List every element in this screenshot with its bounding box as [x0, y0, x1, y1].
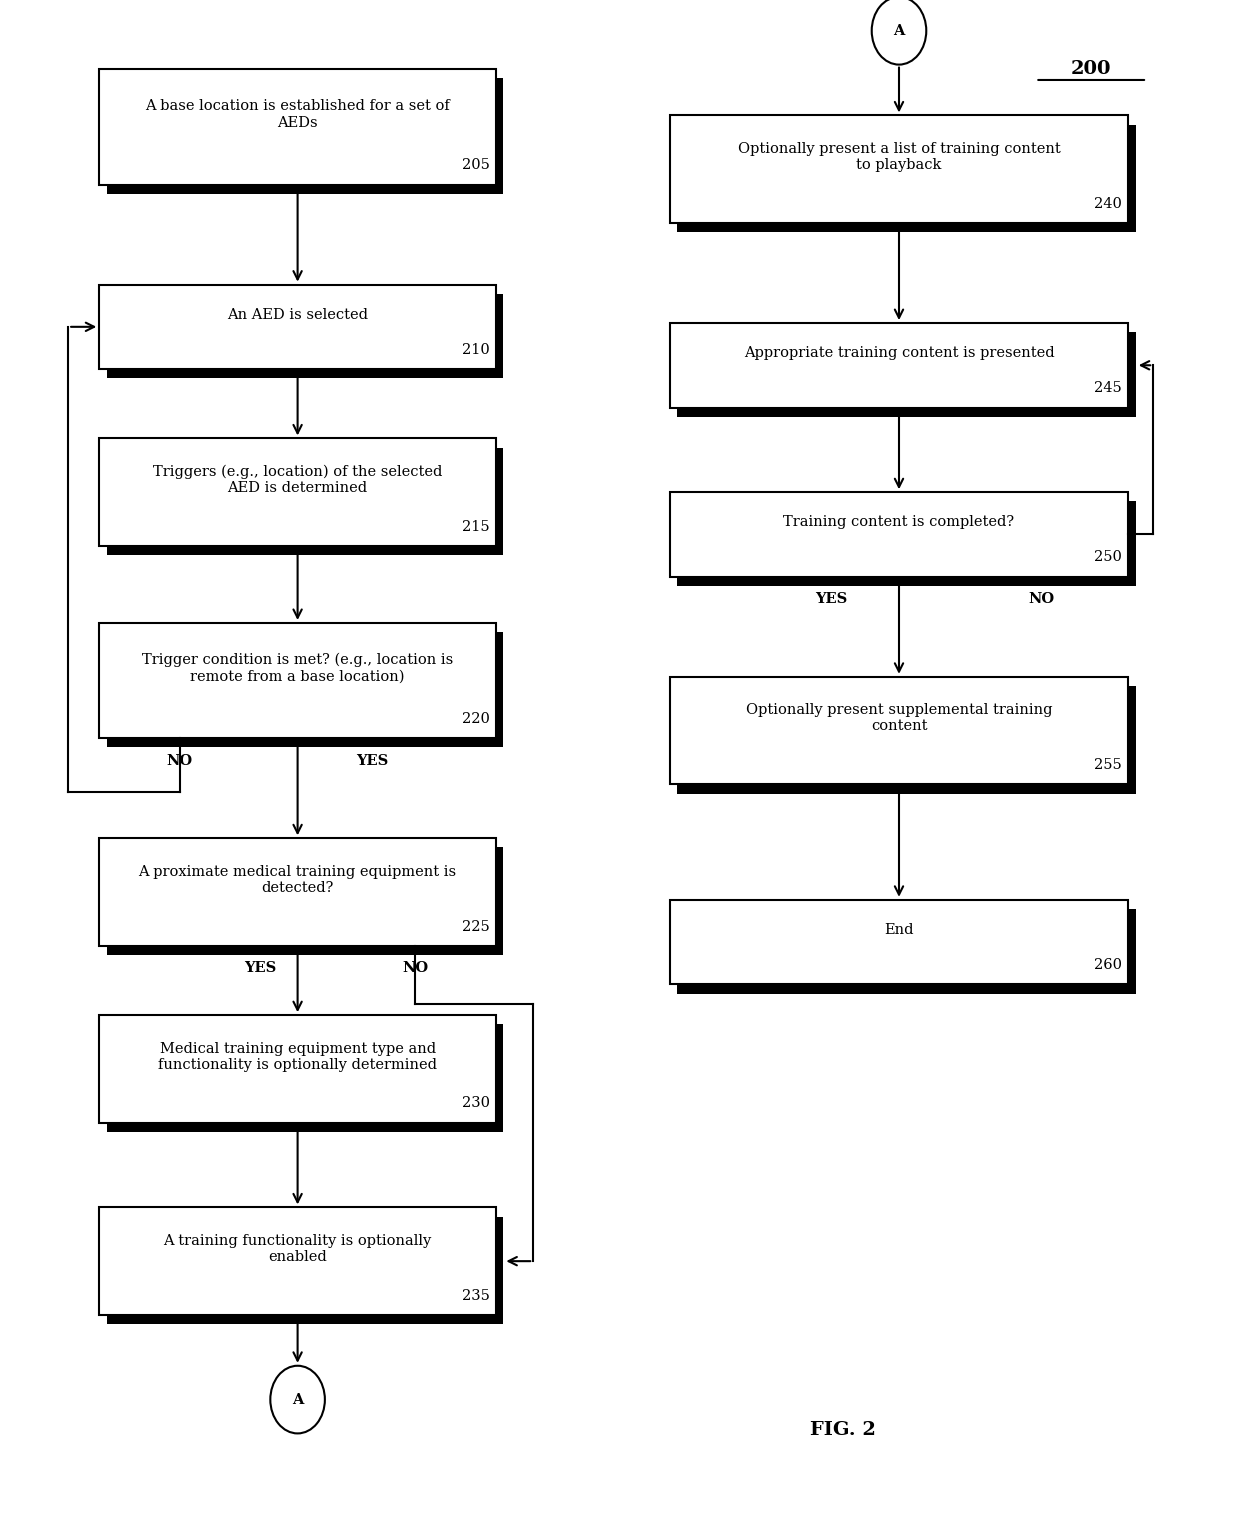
Text: YES: YES: [356, 754, 388, 767]
Circle shape: [872, 0, 926, 65]
FancyBboxPatch shape: [670, 115, 1128, 223]
FancyBboxPatch shape: [99, 838, 496, 946]
Text: An AED is selected: An AED is selected: [227, 308, 368, 321]
FancyBboxPatch shape: [107, 1217, 503, 1324]
FancyBboxPatch shape: [670, 677, 1128, 784]
Text: 205: 205: [463, 158, 490, 172]
Text: 240: 240: [1095, 197, 1122, 211]
Text: 220: 220: [463, 712, 490, 726]
Text: 215: 215: [463, 520, 490, 534]
FancyBboxPatch shape: [677, 686, 1136, 794]
Text: Optionally present supplemental training
content: Optionally present supplemental training…: [745, 703, 1053, 734]
FancyBboxPatch shape: [107, 1024, 503, 1132]
Text: 230: 230: [461, 1097, 490, 1110]
Text: YES: YES: [244, 961, 277, 975]
Text: NO: NO: [166, 754, 193, 767]
Text: A: A: [893, 23, 905, 38]
Text: 235: 235: [463, 1289, 490, 1303]
FancyBboxPatch shape: [677, 332, 1136, 417]
Text: 250: 250: [1095, 551, 1122, 564]
Text: 260: 260: [1094, 958, 1122, 972]
FancyBboxPatch shape: [107, 448, 503, 555]
Text: 210: 210: [463, 343, 490, 357]
Text: 200: 200: [1071, 60, 1111, 78]
Text: A: A: [291, 1392, 304, 1407]
FancyBboxPatch shape: [670, 900, 1128, 984]
Text: 255: 255: [1095, 758, 1122, 772]
Text: A proximate medical training equipment is
detected?: A proximate medical training equipment i…: [139, 864, 456, 895]
Text: 245: 245: [1095, 381, 1122, 395]
FancyBboxPatch shape: [99, 69, 496, 185]
FancyBboxPatch shape: [107, 78, 503, 194]
FancyBboxPatch shape: [99, 285, 496, 369]
Text: Appropriate training content is presented: Appropriate training content is presente…: [744, 346, 1054, 360]
FancyBboxPatch shape: [677, 909, 1136, 994]
Circle shape: [270, 1366, 325, 1433]
Text: YES: YES: [815, 592, 847, 606]
Text: Optionally present a list of training content
to playback: Optionally present a list of training co…: [738, 141, 1060, 172]
FancyBboxPatch shape: [677, 125, 1136, 232]
FancyBboxPatch shape: [99, 623, 496, 738]
FancyBboxPatch shape: [107, 294, 503, 378]
FancyBboxPatch shape: [99, 1015, 496, 1123]
FancyBboxPatch shape: [99, 1207, 496, 1315]
Text: NO: NO: [1028, 592, 1055, 606]
Text: Triggers (e.g., location) of the selected
AED is determined: Triggers (e.g., location) of the selecte…: [153, 464, 443, 495]
Text: End: End: [884, 923, 914, 937]
Text: Trigger condition is met? (e.g., location is
remote from a base location): Trigger condition is met? (e.g., locatio…: [141, 654, 454, 683]
FancyBboxPatch shape: [107, 632, 503, 747]
Text: 225: 225: [463, 920, 490, 934]
Text: A base location is established for a set of
AEDs: A base location is established for a set…: [145, 100, 450, 129]
Text: NO: NO: [402, 961, 429, 975]
Text: Training content is completed?: Training content is completed?: [784, 515, 1014, 529]
FancyBboxPatch shape: [107, 847, 503, 955]
Text: FIG. 2: FIG. 2: [810, 1421, 877, 1440]
FancyBboxPatch shape: [670, 492, 1128, 577]
FancyBboxPatch shape: [677, 501, 1136, 586]
FancyBboxPatch shape: [99, 438, 496, 546]
Text: A training functionality is optionally
enabled: A training functionality is optionally e…: [164, 1233, 432, 1264]
FancyBboxPatch shape: [670, 323, 1128, 408]
Text: Medical training equipment type and
functionality is optionally determined: Medical training equipment type and func…: [157, 1041, 436, 1072]
